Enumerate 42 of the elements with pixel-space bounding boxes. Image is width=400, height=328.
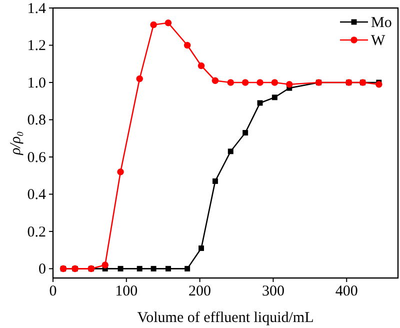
point xyxy=(118,266,124,272)
point xyxy=(242,130,248,136)
x-tick-label: 200 xyxy=(188,284,212,300)
point xyxy=(136,75,143,82)
point xyxy=(212,77,219,84)
legend-label: Mo xyxy=(371,15,392,31)
y-tick-label: 1.4 xyxy=(27,0,46,17)
y-tick-label: 0 xyxy=(38,261,46,278)
point xyxy=(242,79,249,86)
point xyxy=(150,21,157,28)
point xyxy=(286,80,293,88)
x-axis-title: Volume of effluent liquid/mL xyxy=(137,310,314,326)
point xyxy=(228,148,234,154)
point xyxy=(164,20,172,26)
point xyxy=(184,42,191,49)
y-tick-label: 1.2 xyxy=(27,38,46,54)
point xyxy=(272,94,278,100)
y-tick-label: 1.0 xyxy=(27,75,46,92)
y-tick-label: 0.2 xyxy=(27,224,46,240)
point xyxy=(184,266,190,272)
point xyxy=(212,178,218,184)
point xyxy=(271,79,278,86)
point xyxy=(257,100,263,106)
point xyxy=(198,62,205,70)
legend-label: W xyxy=(371,33,386,49)
point xyxy=(136,266,142,272)
x-tick-label: 0 xyxy=(49,284,57,300)
x-tick-label: 300 xyxy=(262,284,284,300)
y-tick-label: 0.4 xyxy=(27,187,46,204)
point xyxy=(198,245,204,251)
y-axis-title: ρ/ρ₀ xyxy=(8,131,24,156)
point xyxy=(227,79,234,86)
point xyxy=(256,79,264,86)
point xyxy=(150,266,156,272)
x-tick-label: 100 xyxy=(115,284,138,300)
y-tick-label: 0.6 xyxy=(27,150,46,166)
y-tick-label: 0.8 xyxy=(27,112,46,129)
point xyxy=(102,262,108,268)
point xyxy=(166,266,171,272)
point xyxy=(117,168,124,176)
x-tick-label: 400 xyxy=(335,284,358,300)
point xyxy=(376,80,382,88)
